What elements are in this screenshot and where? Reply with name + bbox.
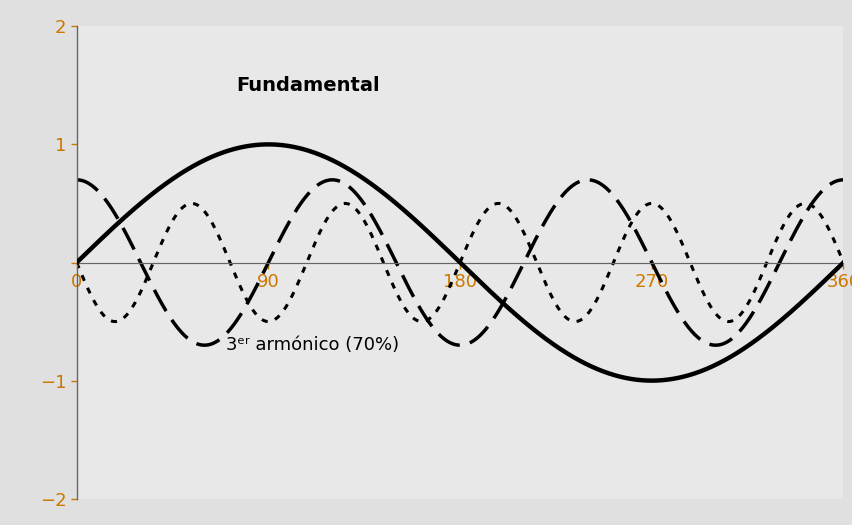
Text: Fundamental: Fundamental bbox=[237, 76, 380, 95]
Text: 3ᵉʳ armónico (70%): 3ᵉʳ armónico (70%) bbox=[226, 336, 399, 354]
